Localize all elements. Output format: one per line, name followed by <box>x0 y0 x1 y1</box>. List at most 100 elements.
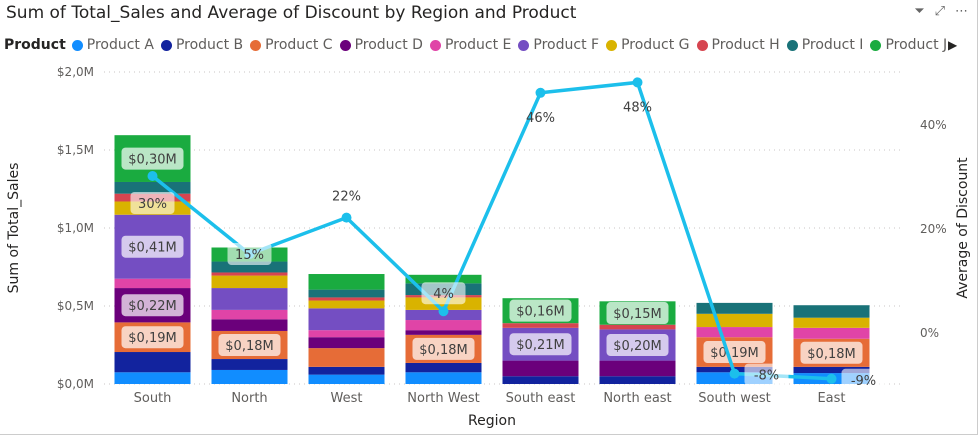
legend-item[interactable]: Product H <box>696 37 780 53</box>
legend-item[interactable]: Product J <box>870 37 947 53</box>
legend-marker <box>518 39 530 51</box>
data-label-bg <box>121 235 184 258</box>
bar-segment[interactable] <box>405 330 482 335</box>
bar-segment[interactable] <box>308 337 385 349</box>
bar-segment[interactable] <box>308 297 385 301</box>
data-label: $0,18M <box>419 343 467 358</box>
line-point[interactable] <box>729 368 740 379</box>
bar-segment[interactable] <box>308 348 385 367</box>
line-point[interactable] <box>632 77 643 88</box>
y2-tick-label: 0% <box>920 326 939 340</box>
filter-icon[interactable]: ⏷ <box>914 4 925 19</box>
x-axis-title: Region <box>468 413 516 429</box>
legend-item[interactable]: Product B <box>160 37 243 53</box>
legend-title: Product <box>4 37 66 53</box>
x-tick-label: East <box>817 391 845 406</box>
bar-segment[interactable] <box>308 300 385 309</box>
y2-axis-title: Average of Discount <box>955 157 971 299</box>
legend-marker <box>606 39 618 51</box>
bar-segment[interactable] <box>696 327 773 338</box>
data-label-bg <box>121 147 184 170</box>
line-data-label: 30% <box>138 197 167 212</box>
legend-marker <box>339 39 351 51</box>
bar-segment[interactable] <box>696 302 773 314</box>
legend-item[interactable]: Product I <box>786 37 864 53</box>
bar-segment[interactable] <box>211 272 288 276</box>
bar-segment[interactable] <box>114 372 191 384</box>
data-label-bg <box>606 334 669 356</box>
bar-segment[interactable] <box>211 359 288 370</box>
bar-segment[interactable] <box>599 360 676 377</box>
legend-label: Product H <box>711 37 780 53</box>
bar-segment[interactable] <box>502 323 579 328</box>
y2-tick-label: 20% <box>920 222 947 236</box>
x-tick-label: South east <box>506 391 576 406</box>
bar-segment[interactable] <box>502 376 579 384</box>
line-data-label: 22% <box>332 190 361 205</box>
bar-segment[interactable] <box>405 320 482 331</box>
bar-segment[interactable] <box>211 319 288 331</box>
line-point[interactable] <box>438 306 449 317</box>
bar-segment[interactable] <box>405 372 482 384</box>
legend-item[interactable]: Product F <box>518 37 599 53</box>
legend: Product Product A Product B Product C Produ… <box>4 37 954 53</box>
line-data-label: -9% <box>851 374 876 389</box>
y-tick-label: $0,5M <box>57 299 94 313</box>
legend-label: Product D <box>354 37 423 53</box>
bar-segment[interactable] <box>114 352 191 373</box>
legend-label: Product G <box>621 37 690 53</box>
bar-segment[interactable] <box>114 278 191 289</box>
data-label: $0,21M <box>516 338 564 353</box>
data-label-bg <box>121 294 184 317</box>
bar-segment[interactable] <box>211 369 288 384</box>
data-label: $0,15M <box>613 307 661 322</box>
bar-segment[interactable] <box>211 288 288 310</box>
y-tick-label: $1,5M <box>57 143 94 157</box>
line-point[interactable] <box>147 171 158 181</box>
bar-segment[interactable] <box>114 181 191 194</box>
bar-segment[interactable] <box>502 360 579 377</box>
bar-segment[interactable] <box>211 261 288 273</box>
bar-segment[interactable] <box>211 275 288 289</box>
line-label-bg <box>421 282 466 305</box>
line-point[interactable] <box>826 373 837 384</box>
bar-segment[interactable] <box>696 313 773 328</box>
legend-marker <box>870 39 882 51</box>
line-point[interactable] <box>341 212 352 223</box>
line-data-label: -8% <box>754 369 779 384</box>
y-tick-label: $0,0M <box>57 377 94 391</box>
focus-mode-icon[interactable]: ⤢ <box>934 4 945 19</box>
x-tick-label: West <box>331 391 363 406</box>
bar-segment[interactable] <box>308 308 385 331</box>
legend-item[interactable]: Product E <box>429 37 512 53</box>
bar-segment[interactable] <box>308 330 385 338</box>
legend-label: Product I <box>801 37 864 53</box>
line-point[interactable] <box>535 87 546 98</box>
bar-segment[interactable] <box>793 305 870 318</box>
bar-segment[interactable] <box>308 366 385 375</box>
legend-item[interactable]: Product A <box>71 37 154 53</box>
legend-marker <box>429 39 441 51</box>
bar-segment[interactable] <box>793 366 870 374</box>
legend-item[interactable]: Product G <box>606 37 690 53</box>
triangle-right-icon[interactable]: ▶ <box>948 38 958 52</box>
bar-segment[interactable] <box>793 327 870 339</box>
legend-item[interactable]: Product D <box>339 37 423 53</box>
x-tick-label: South <box>134 391 172 406</box>
legend-label: Product E <box>444 37 512 53</box>
data-label: $0,20M <box>613 339 661 354</box>
bar-segment[interactable] <box>308 274 385 290</box>
bar-segment[interactable] <box>308 374 385 384</box>
bar-segment[interactable] <box>599 324 676 330</box>
line-data-label: 15% <box>235 248 264 263</box>
bar-segment[interactable] <box>211 309 288 320</box>
more-options-icon[interactable]: ⋯ <box>955 4 968 19</box>
bar-segment[interactable] <box>405 274 482 284</box>
legend-item[interactable]: Product C <box>250 37 333 53</box>
bar-segment[interactable] <box>793 317 870 328</box>
bar-segment[interactable] <box>599 376 676 384</box>
y2-tick-label: 40% <box>920 118 947 132</box>
bar-segment[interactable] <box>405 362 482 373</box>
bar-segment[interactable] <box>308 289 385 298</box>
